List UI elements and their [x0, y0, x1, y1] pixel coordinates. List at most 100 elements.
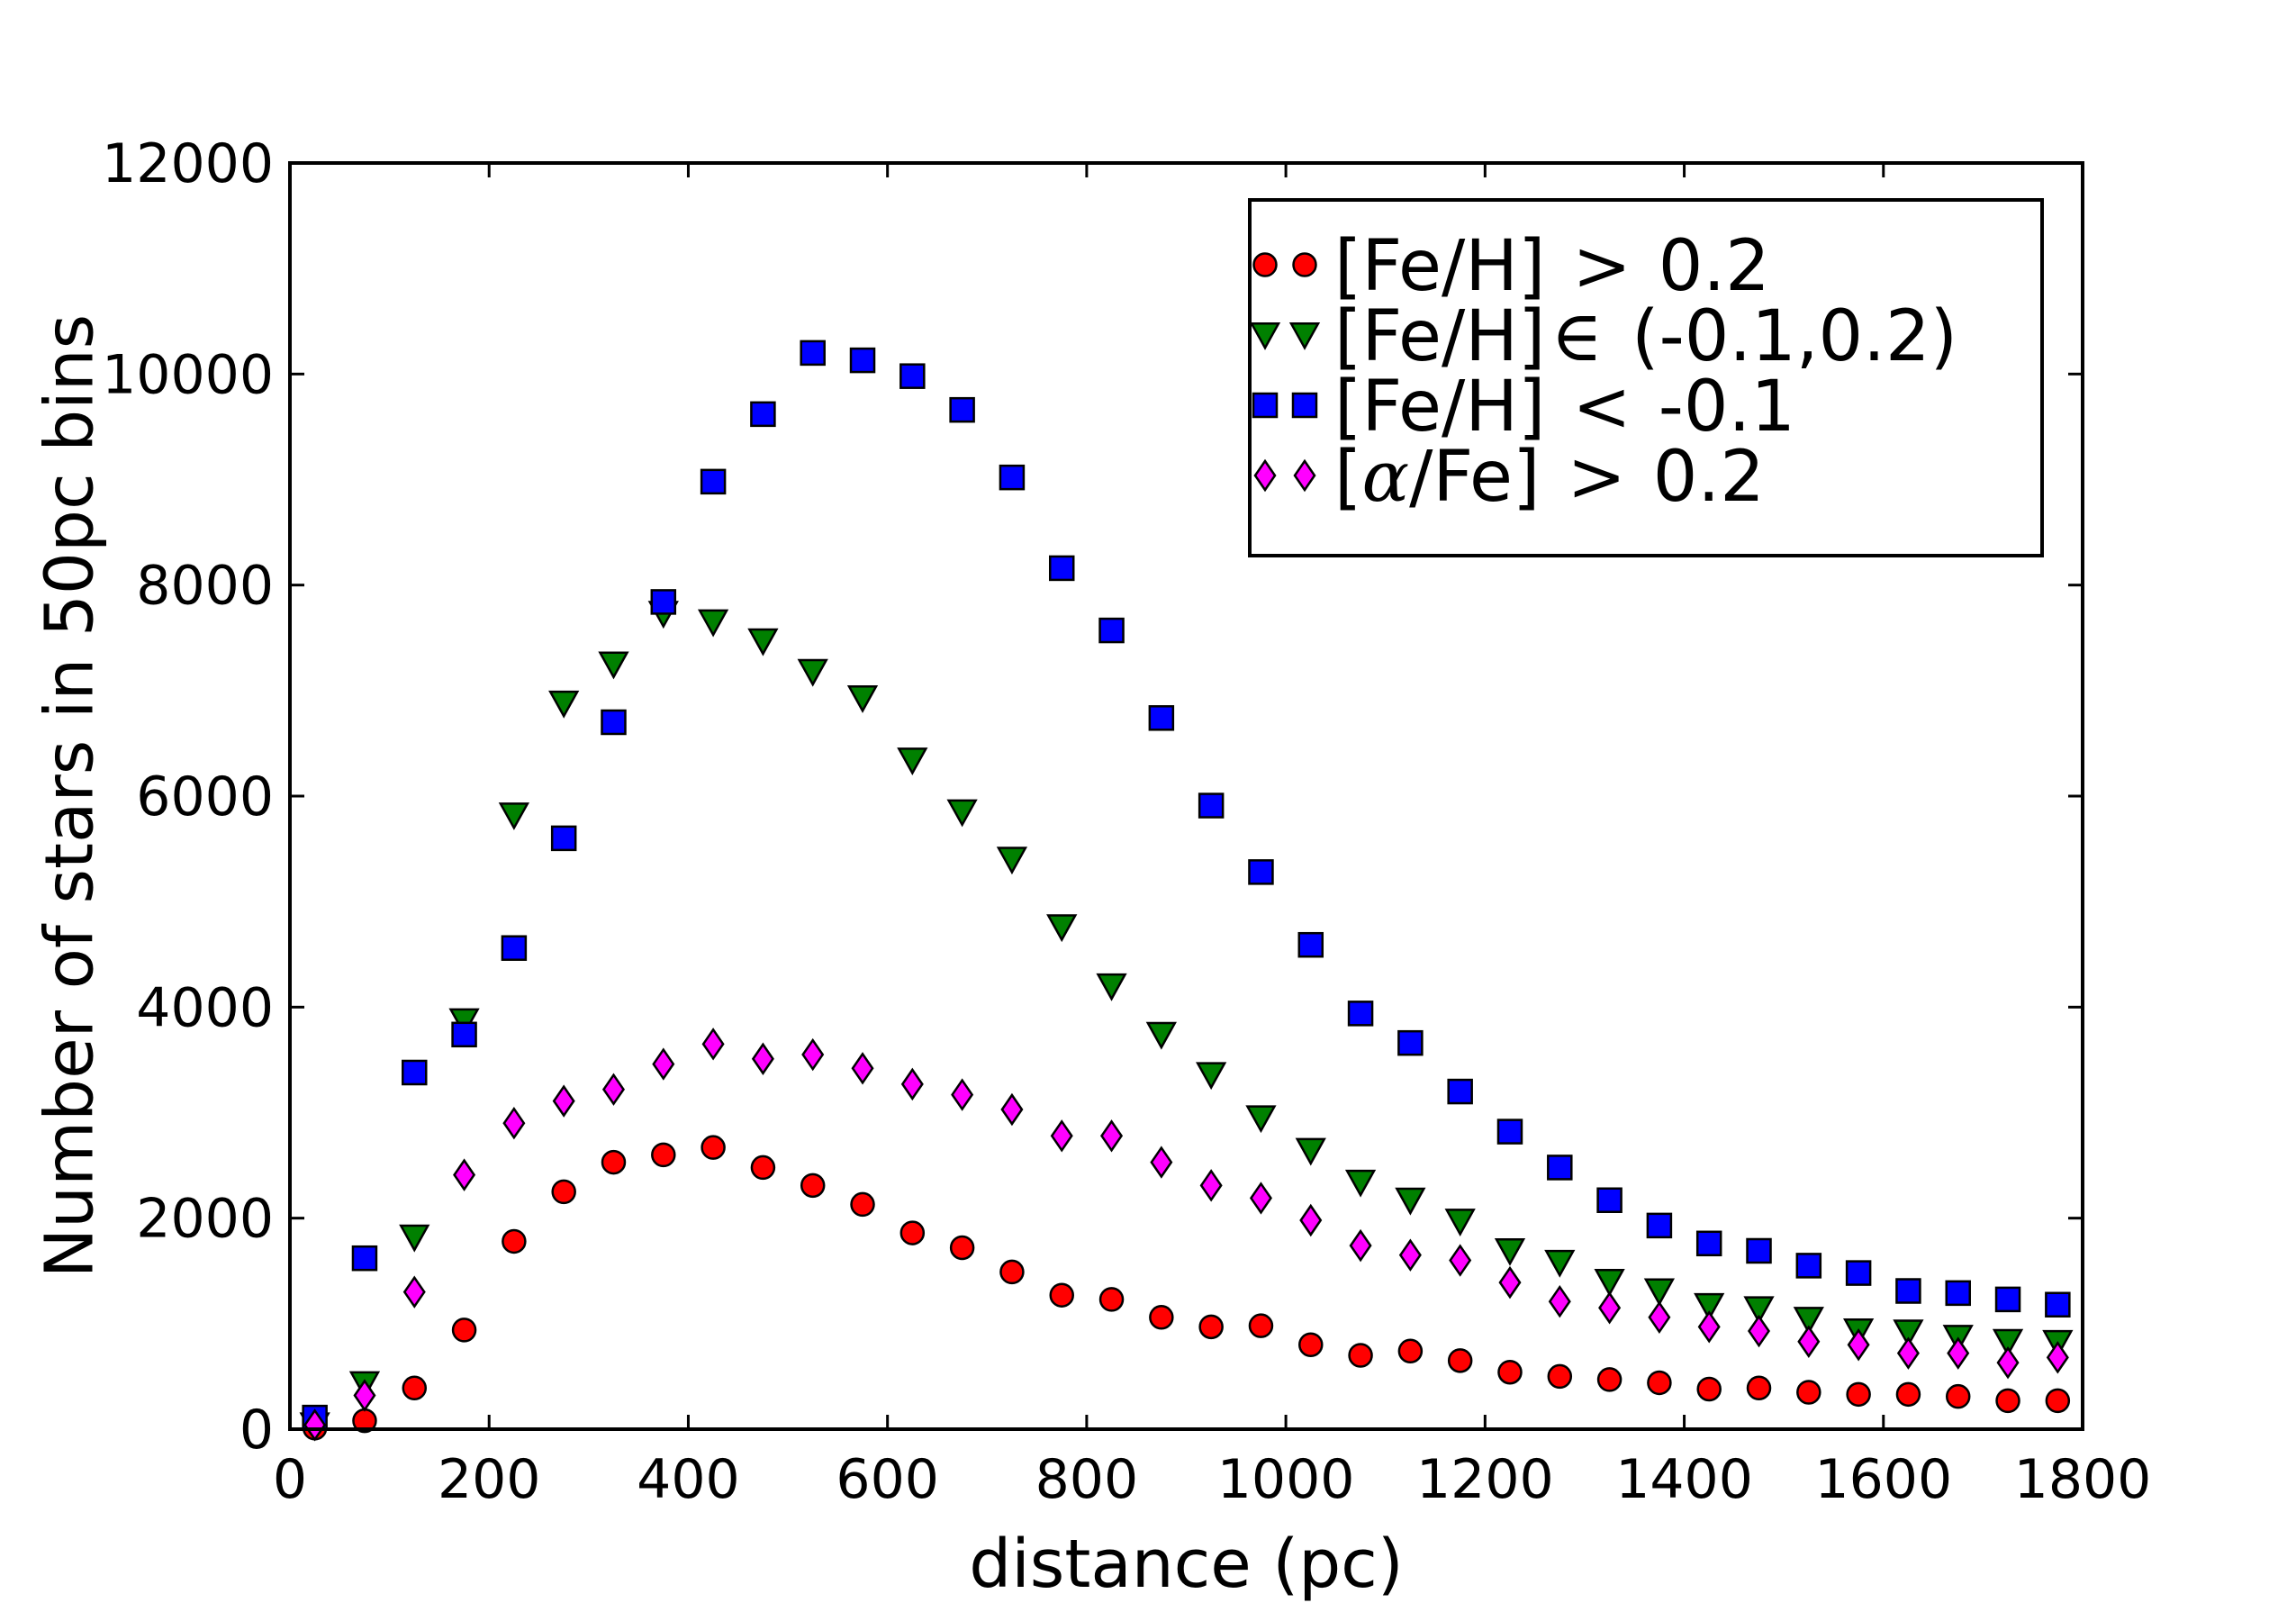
data-point: [1248, 859, 1274, 885]
data-point: [1895, 1278, 1921, 1304]
y-tick-label: 6000: [136, 765, 274, 829]
data-point: [1548, 1285, 1571, 1318]
data-point: [402, 1059, 428, 1086]
y-tick-label: 10000: [102, 343, 274, 406]
legend-marker: [1253, 458, 1277, 493]
data-point: [1797, 1325, 1821, 1358]
y-tick-label: 4000: [136, 976, 274, 1039]
data-point: [501, 935, 528, 961]
data-point: [1046, 914, 1078, 943]
data-point: [1895, 1381, 1921, 1408]
data-point: [1198, 1314, 1224, 1340]
data-point: [2046, 1341, 2069, 1374]
data-point: [750, 1155, 776, 1181]
legend-entry-fe_h_between: [Fe/H]∈ (-0.1,0.2): [1249, 296, 1957, 377]
data-point: [502, 1228, 527, 1254]
data-point: [697, 609, 729, 638]
data-point: [1896, 1336, 1920, 1370]
data-point: [1947, 1336, 1970, 1370]
y-tick-label: 12000: [102, 132, 274, 195]
data-point: [598, 651, 629, 680]
data-point: [1349, 1228, 1372, 1263]
data-point: [1145, 1021, 1177, 1050]
legend-label-part: [Fe/H]: [1334, 226, 1545, 307]
data-point: [402, 1275, 426, 1309]
data-point: [1000, 1092, 1024, 1127]
legend-marker: [1293, 458, 1316, 493]
data-point: [1996, 1345, 2020, 1380]
data-point: [751, 1042, 774, 1075]
legend-label-part: α: [1361, 437, 1409, 518]
legend-label-part: [Fe/H]: [1334, 296, 1545, 377]
data-point: [1994, 1286, 2021, 1313]
data-point: [351, 1245, 378, 1272]
data-point: [1444, 1209, 1476, 1237]
data-point: [951, 1078, 974, 1111]
data-point: [1547, 1155, 1573, 1181]
data-point: [1397, 1338, 1424, 1364]
legend-label-part: (-0.1,0.2): [1632, 296, 1957, 377]
data-point: [1050, 1119, 1073, 1153]
data-point: [650, 589, 677, 615]
data-point: [1594, 1268, 1625, 1297]
legend-entry-fe_h_lt_minus_0_1: [Fe/H] < -0.1: [1252, 367, 1795, 448]
x-tick-label: 600: [836, 1448, 939, 1511]
legend-label-part: [Fe/H]: [1334, 367, 1545, 448]
data-point: [1447, 1348, 1473, 1373]
data-point: [1846, 1381, 1871, 1408]
y-tick-label: 2000: [136, 1188, 274, 1251]
data-point: [949, 396, 975, 423]
data-point: [1245, 1105, 1277, 1134]
data-point: [1695, 1230, 1722, 1257]
legend-label-part: -0.1: [1659, 367, 1795, 448]
data-point: [1995, 1388, 2020, 1414]
data-point: [1199, 1169, 1223, 1202]
data-point: [1494, 1237, 1526, 1266]
data-point: [851, 1052, 874, 1085]
legend-label-part: 0.2: [1653, 437, 1765, 518]
data-point: [451, 1318, 477, 1343]
legend-marker: [1252, 392, 1279, 419]
data-point: [601, 1149, 627, 1175]
data-point: [1150, 1146, 1173, 1179]
legend-marker: [1249, 322, 1281, 350]
data-point: [1100, 1119, 1124, 1153]
legend-marker: [1292, 252, 1317, 277]
data-point: [999, 464, 1026, 491]
series-alpha_fe_gt_0_2: [303, 1028, 2069, 1442]
data-point: [1796, 1380, 1821, 1405]
data-point: [1648, 1300, 1671, 1335]
x-tick-label: 400: [637, 1448, 740, 1511]
data-point: [402, 1375, 428, 1401]
data-point: [1348, 1343, 1373, 1368]
data-point: [1696, 1376, 1722, 1402]
data-point: [1746, 1375, 1772, 1401]
data-point: [1643, 1278, 1676, 1307]
data-point: [1347, 1001, 1374, 1027]
data-point: [999, 1259, 1025, 1285]
data-point: [1598, 1291, 1622, 1325]
data-point: [1149, 1305, 1174, 1330]
x-tick-label: 1200: [1416, 1448, 1554, 1511]
data-point: [800, 340, 826, 367]
data-point: [1449, 1244, 1472, 1277]
x-tick-label: 1600: [1814, 1448, 1952, 1511]
data-point: [797, 658, 828, 687]
legend-label-part: 0.2: [1659, 226, 1770, 307]
data-point: [1248, 1313, 1274, 1338]
x-tick-label: 1000: [1217, 1448, 1355, 1511]
data-point: [2045, 1291, 2071, 1318]
legend: [Fe/H] >0.2[Fe/H]∈ (-0.1,0.2)[Fe/H] < -0.1[α…: [1248, 198, 2044, 557]
data-point: [303, 1408, 327, 1442]
data-point: [1596, 1367, 1623, 1392]
data-point: [1845, 1260, 1872, 1286]
legend-marker: [1288, 322, 1321, 350]
data-point: [399, 1224, 430, 1253]
x-axis-title: distance (pc): [969, 1526, 1403, 1603]
tick-layer: 0 200 400 600 800 1000 1200 1400 1600 1800 0 2000 40…: [102, 132, 2151, 1511]
data-point: [1397, 1029, 1424, 1056]
data-point: [1992, 1328, 2024, 1357]
y-tick-label: 0: [240, 1399, 274, 1462]
data-point: [1945, 1280, 1971, 1307]
data-point: [1498, 1265, 1522, 1300]
